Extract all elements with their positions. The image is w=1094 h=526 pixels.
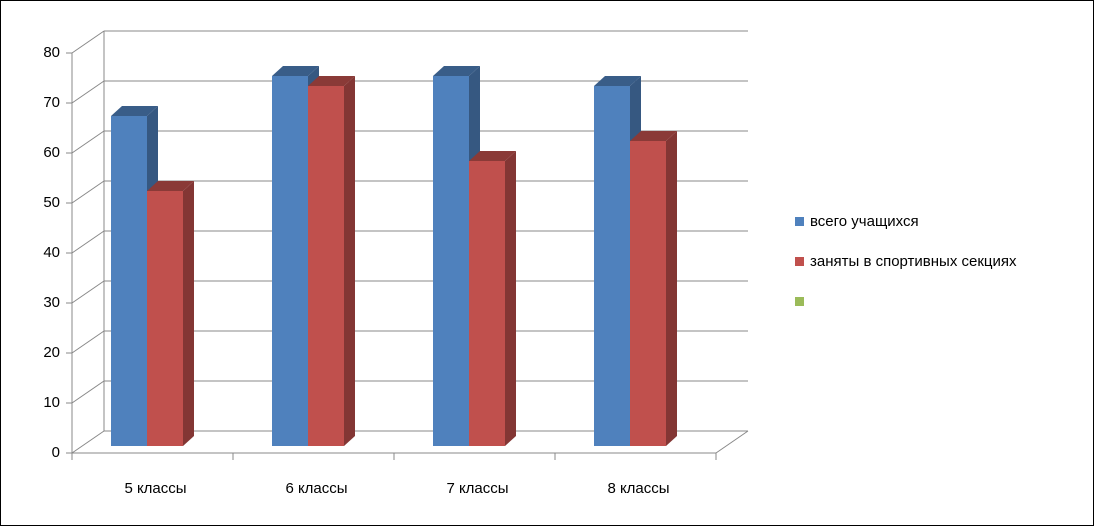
bar-face xyxy=(469,161,505,446)
bar-face xyxy=(433,66,480,76)
bar-face xyxy=(630,131,677,141)
grid-line xyxy=(71,330,105,354)
bar-face xyxy=(308,86,344,446)
y-tick-label: 50 xyxy=(43,194,60,211)
bar-face xyxy=(272,76,308,446)
legend-marker xyxy=(795,297,804,306)
grid-line xyxy=(71,430,105,454)
bar-face xyxy=(272,66,319,76)
grid-line xyxy=(71,80,105,104)
grid-line xyxy=(71,130,105,154)
x-tick-label: 5 классы xyxy=(124,480,186,497)
bar-face xyxy=(433,76,469,446)
bar-face xyxy=(308,76,355,86)
bar-face xyxy=(183,181,194,446)
bar-face xyxy=(630,141,666,446)
y-tick-label: 0 xyxy=(52,444,60,461)
bar xyxy=(147,181,194,446)
bar-face xyxy=(594,76,641,86)
x-tick-label: 6 классы xyxy=(285,480,347,497)
bar-face xyxy=(111,106,158,116)
x-tick-label: 8 классы xyxy=(607,480,669,497)
bar-face xyxy=(505,151,516,446)
grid-line xyxy=(71,230,105,254)
legend-label: заняты в спортивных секциях xyxy=(810,253,1017,270)
bar-face xyxy=(147,191,183,446)
bar-face xyxy=(344,76,355,446)
bar-face xyxy=(469,151,516,161)
y-tick-label: 80 xyxy=(43,44,60,61)
y-tick-label: 60 xyxy=(43,144,60,161)
y-tick-label: 10 xyxy=(43,394,60,411)
legend-marker xyxy=(795,217,804,226)
y-tick-label: 70 xyxy=(43,94,60,111)
bar xyxy=(308,76,355,446)
y-tick-label: 40 xyxy=(43,244,60,261)
legend-marker xyxy=(795,257,804,266)
bar-face xyxy=(111,116,147,446)
y-tick-label: 20 xyxy=(43,344,60,361)
legend-label: всего учащихся xyxy=(810,213,919,230)
grid-line xyxy=(71,180,105,204)
grid-line xyxy=(71,280,105,304)
bar-face xyxy=(666,131,677,446)
x-tick-label: 7 классы xyxy=(446,480,508,497)
floor-edge xyxy=(715,430,749,454)
grid-line xyxy=(71,380,105,404)
bar xyxy=(469,151,516,446)
bar-face xyxy=(594,86,630,446)
grid-line xyxy=(71,30,105,54)
bar-face xyxy=(147,181,194,191)
bar xyxy=(630,131,677,446)
y-tick-label: 30 xyxy=(43,294,60,311)
